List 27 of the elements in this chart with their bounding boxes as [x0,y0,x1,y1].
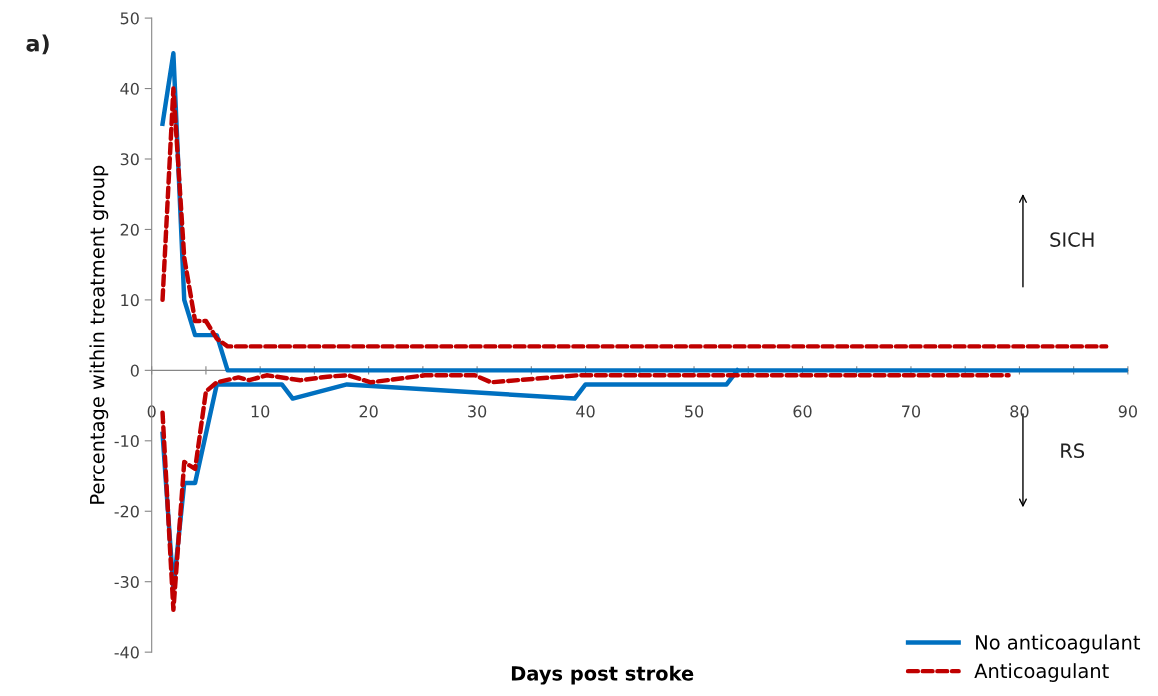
x-tick-label: 50 [685,405,704,418]
y-tick-label: -40 [114,646,139,659]
y-tick-label: 20 [120,223,139,236]
y-tick-label: 40 [120,82,139,95]
annotation: RS [1061,443,1085,459]
y-tick-label: -20 [114,505,139,518]
x-tick-label: 40 [576,405,595,418]
legend-label: No anticoagulant [976,634,1141,654]
x-tick-label: 10 [251,405,270,418]
y-tick-label: 50 [120,12,139,25]
y-tick-label: 30 [120,153,139,166]
x-tick-label: 60 [793,405,812,418]
y-axis-title: Percentage within treatment group [89,165,109,504]
text: a) [26,34,49,55]
x-tick-label: 80 [1010,405,1029,418]
annotation: SICH [1050,232,1094,247]
x-tick-label: 30 [468,405,487,418]
y-tick-label: 0 [130,364,139,377]
x-tick-label: 20 [359,405,378,418]
x-tick-label: 70 [902,405,921,418]
legend-label: Anticoagulant [974,663,1109,682]
x-tick-label: 90 [1118,405,1137,418]
y-tick-label: 10 [121,294,139,307]
x-axis-title: Days post stroke [511,665,694,685]
y-tick-label: -30 [114,575,139,588]
y-tick-label: -10 [114,435,139,448]
x-tick-label: 0 [147,405,156,418]
